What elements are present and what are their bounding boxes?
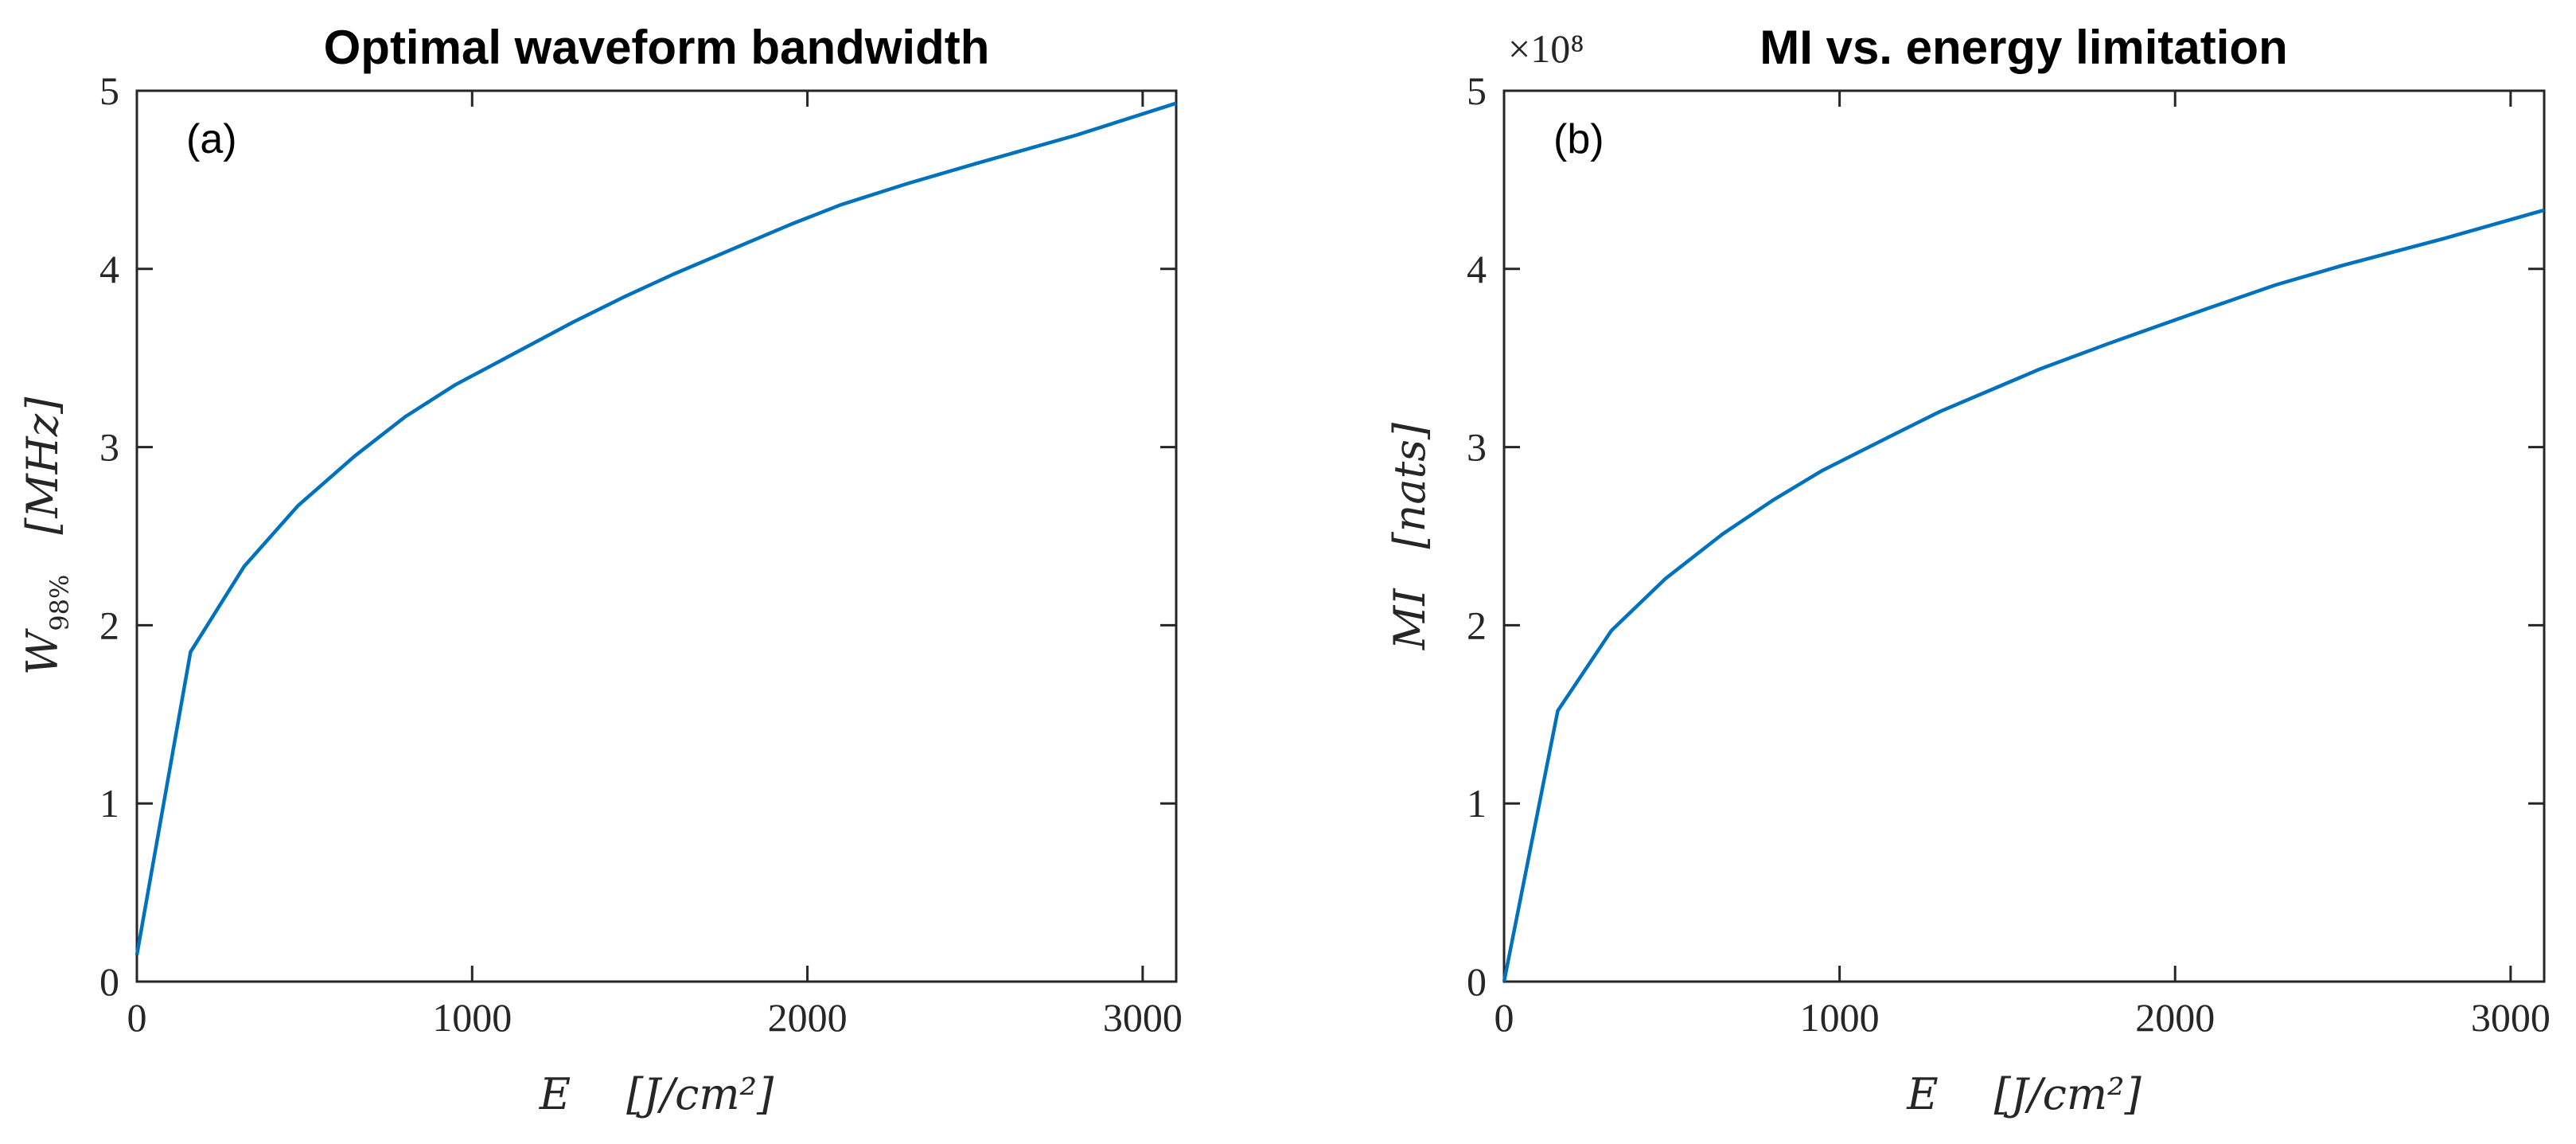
y-tick-label: 5 (99, 68, 119, 113)
series-line-mi (1502, 208, 2545, 982)
panel-label: (b) (1553, 116, 1604, 162)
y-axis-label-unit: [MHz] (18, 396, 68, 535)
y-axis-label: W98% [MHz] (18, 396, 75, 676)
y-axis-label-unit: [nats] (1385, 422, 1435, 549)
x-axis-label-var: E (539, 1069, 571, 1119)
x-tick-label: 3000 (2471, 995, 2551, 1040)
x-tick-label: 3000 (1103, 995, 1183, 1040)
x-tick-label: 0 (127, 995, 147, 1040)
series-line-w98- (134, 101, 1177, 955)
y-tick-label: 2 (99, 603, 119, 647)
y-tick-label: 3 (99, 425, 119, 470)
y-axis-label-subscript: 98% (45, 575, 75, 631)
y-tick-label: 3 (1467, 425, 1487, 470)
x-axis-label-var: E (1906, 1069, 1938, 1119)
panel-a: 0 1000 2000 3000 0 1 2 3 4 5 Optimal waveform band… (18, 21, 1183, 1119)
y-tick-label: 0 (99, 959, 119, 1004)
x-axis-label-unit: [J/cm²] (1994, 1069, 2142, 1119)
x-tick-label: 1000 (1800, 995, 1880, 1040)
y-tick-label: 4 (99, 247, 119, 291)
x-tick-label: 2000 (2135, 995, 2215, 1040)
x-axis-label: E [J/cm²] (1906, 1069, 2141, 1119)
chart-title: Optimal waveform bandwidth (324, 21, 990, 74)
y-tick-label: 4 (1467, 247, 1487, 291)
y-exponent-label: ×10⁸ (1508, 26, 1584, 71)
y-axis-label-var: W (18, 627, 68, 675)
x-tick-label: 1000 (432, 995, 512, 1040)
panel-label: (a) (186, 116, 237, 162)
y-axis-label-var: MI (1385, 588, 1435, 650)
x-axis-label: E [J/cm²] (539, 1069, 774, 1119)
y-axis-label: MI [nats] (1385, 422, 1435, 650)
y-tick-label: 1 (1467, 781, 1487, 826)
chart-title: MI vs. energy limitation (1760, 21, 2288, 74)
axes-frame (135, 89, 1178, 983)
axes-frame (1502, 89, 2546, 983)
y-tick-label: 0 (1467, 959, 1487, 1004)
panel-b: 0 1000 2000 3000 0 1 2 3 4 5 MI vs. energy limitat… (1385, 21, 2551, 1119)
y-tick-label: 5 (1467, 68, 1487, 113)
x-axis-label-unit: [J/cm²] (626, 1069, 774, 1119)
y-tick-label: 2 (1467, 603, 1487, 647)
y-tick-label: 1 (99, 781, 119, 826)
x-tick-label: 0 (1495, 995, 1514, 1040)
x-tick-label: 2000 (768, 995, 848, 1040)
